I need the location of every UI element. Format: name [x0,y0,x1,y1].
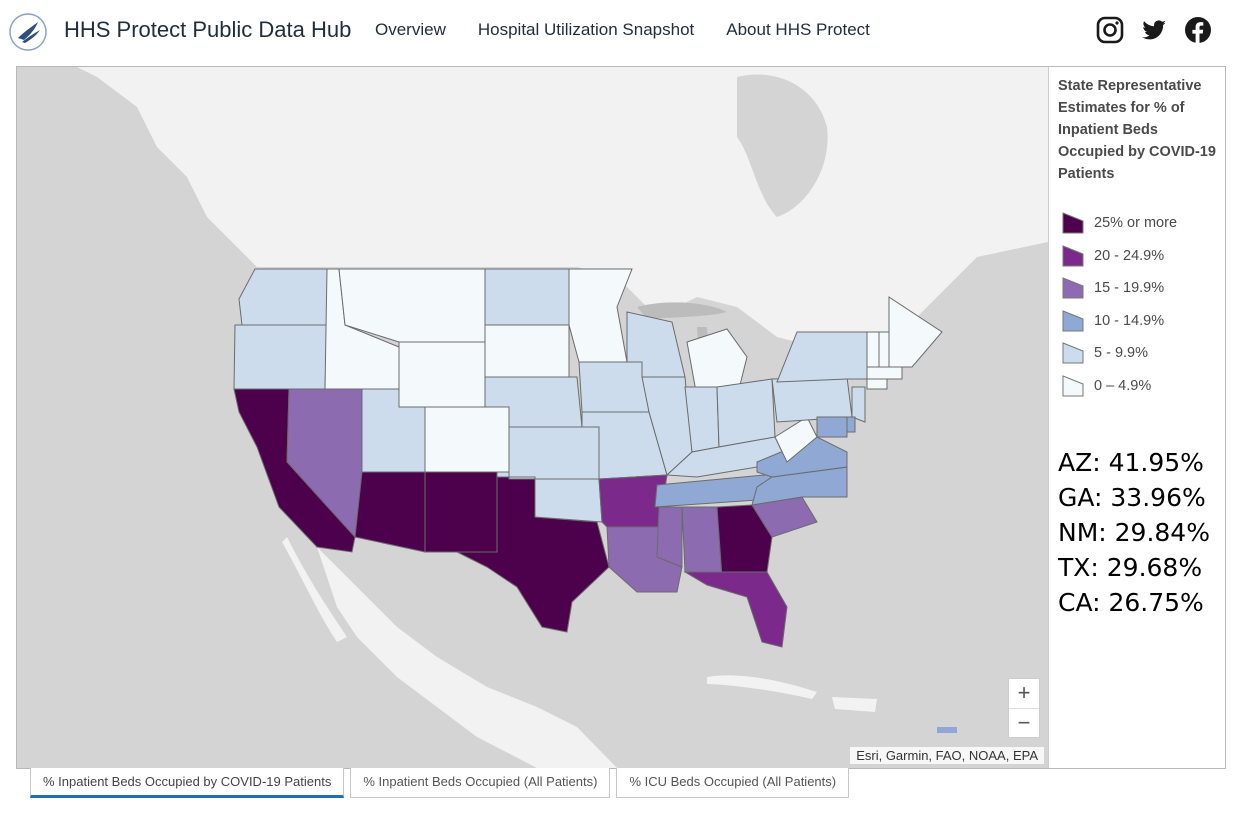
legend-swatch [1062,310,1084,332]
facebook-icon[interactable] [1184,16,1212,44]
map-view[interactable]: + − Esri, Garmin, FAO, NOAA, EPA [17,67,1048,768]
state-md[interactable] [816,416,848,438]
state-ks[interactable] [508,426,600,480]
legend-label: 20 - 24.9% [1094,247,1165,264]
state-ga[interactable] [716,504,773,578]
state-oh[interactable] [716,378,776,448]
legend-label: 5 - 9.9% [1094,345,1148,362]
state-co[interactable] [424,406,510,473]
state-stats: AZ: 41.95% GA: 33.96% NM: 29.84% TX: 29.… [1058,445,1210,620]
states-layer [233,268,943,648]
legend-item: 25% or more [1062,207,1177,240]
state-ia[interactable] [578,361,650,413]
state-or[interactable] [233,324,328,390]
tab-2[interactable]: % ICU Beds Occupied (All Patients) [616,768,850,798]
lake-superior [637,302,727,319]
state-ma[interactable] [866,366,903,380]
hispaniola [832,697,877,712]
state-fl[interactable] [683,571,788,648]
state-nh[interactable] [878,331,890,368]
main-nav: Overview Hospital Utilization Snapshot A… [375,20,870,40]
legend-label: 0 – 4.9% [1094,377,1152,394]
legend-item: 20 - 24.9% [1062,240,1177,273]
state-nm[interactable] [424,471,498,553]
stat-nm: NM: 29.84% [1058,518,1210,547]
zoom-control: + − [1008,678,1040,738]
state-sd[interactable] [484,324,570,378]
site-title[interactable]: HHS Protect Public Data Hub [64,17,352,42]
stat-ca: CA: 26.75% [1058,588,1204,617]
legend-panel: State Representative Estimates for % of … [1048,67,1225,768]
legend-label: 25% or more [1094,215,1178,232]
stat-tx: TX: 29.68% [1058,553,1203,582]
zoom-out-button[interactable]: − [1009,708,1039,737]
state-me[interactable] [888,296,943,368]
stat-ga: GA: 33.96% [1058,483,1206,512]
state-vt[interactable] [866,331,880,368]
legend-swatch [1062,375,1084,397]
twitter-icon[interactable] [1140,16,1168,44]
state-ms[interactable] [656,506,683,568]
legend-item: 0 – 4.9% [1062,370,1177,403]
puerto-rico [937,727,957,733]
legend-label: 10 - 14.9% [1094,312,1165,329]
mexico-land [317,547,617,768]
legend-swatch [1062,245,1084,267]
baja [282,537,347,642]
stat-az: AZ: 41.95% [1058,448,1204,477]
state-al[interactable] [681,506,723,578]
state-wa[interactable] [238,268,328,326]
zoom-in-button[interactable]: + [1017,680,1031,705]
hudson-bay [737,74,828,217]
legend-item: 5 - 9.9% [1062,337,1177,370]
nav-about-hhs-protect[interactable]: About HHS Protect [726,20,870,39]
state-pa[interactable] [771,376,853,423]
legend-list: 25% or more 20 - 24.9% 15 - 19.9% 10 - 14.9… [1062,207,1177,402]
state-nd[interactable] [484,268,570,326]
nav-overview[interactable]: Overview [375,20,446,39]
cuba [707,675,817,699]
state-wy[interactable] [398,341,486,408]
legend-label: 15 - 19.9% [1094,280,1165,297]
legend-item: 15 - 19.9% [1062,272,1177,305]
map-svg[interactable] [17,67,1048,768]
map-frame: + − Esri, Garmin, FAO, NOAA, EPA State R… [16,66,1226,769]
social-links [1096,16,1212,44]
tab-bar: % Inpatient Beds Occupied by COVID-19 Pa… [30,768,850,798]
state-de[interactable] [846,416,856,433]
map-attribution: Esri, Garmin, FAO, NOAA, EPA [850,747,1044,764]
state-ct[interactable] [866,378,888,390]
hhs-eagle-logo-icon[interactable] [8,12,48,52]
instagram-icon[interactable] [1096,16,1124,44]
state-nj[interactable] [851,386,866,423]
state-ny[interactable] [776,331,868,383]
tab-1[interactable]: % Inpatient Beds Occupied (All Patients) [350,768,611,798]
site-header: HHS Protect Public Data Hub Overview Hos… [0,0,1240,62]
tab-0[interactable]: % Inpatient Beds Occupied by COVID-19 Pa… [30,768,345,798]
nav-hospital-utilization-snapshot[interactable]: Hospital Utilization Snapshot [477,20,695,39]
legend-swatch [1062,212,1084,234]
legend-swatch [1062,342,1084,364]
legend-item: 10 - 14.9% [1062,305,1177,338]
legend-swatch [1062,277,1084,299]
legend-title: State Representative Estimates for % of … [1058,78,1216,182]
